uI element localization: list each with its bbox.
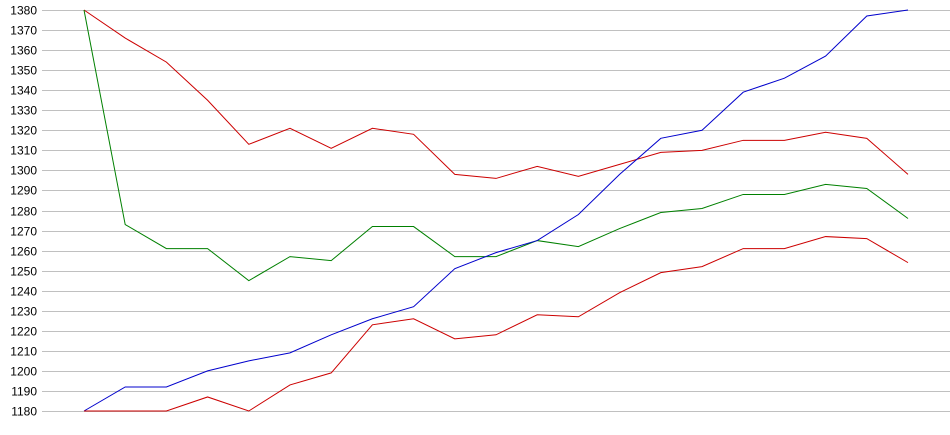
y-tick-label: 1180 <box>11 405 37 419</box>
y-axis-ticks: 1180 1190 1200 1210 1220 1230 1240 1250 1260 1270… <box>10 4 37 419</box>
y-tick-label: 1210 <box>10 345 37 359</box>
y-tick-label: 1240 <box>10 285 37 299</box>
y-tick-label: 1190 <box>11 385 37 399</box>
y-tick-label: 1290 <box>10 184 37 198</box>
y-tick-label: 1360 <box>10 44 37 58</box>
y-tick-label: 1330 <box>10 104 37 118</box>
y-tick-label: 1370 <box>10 24 37 38</box>
series-lines <box>83 9 909 412</box>
y-tick-label: 1250 <box>10 265 37 279</box>
series-line-4 <box>84 236 909 412</box>
gridlines <box>42 10 950 412</box>
y-tick-label: 1280 <box>10 205 37 219</box>
y-tick-label: 1220 <box>10 325 37 339</box>
y-tick-label: 1270 <box>10 225 37 239</box>
y-tick-label: 1320 <box>10 124 37 138</box>
y-tick-label: 1300 <box>10 164 37 178</box>
y-tick-label: 1230 <box>10 305 37 319</box>
series-line-1 <box>83 9 909 179</box>
y-tick-label: 1310 <box>10 144 37 158</box>
y-tick-label: 1260 <box>10 245 37 259</box>
y-tick-label: 1340 <box>10 84 37 98</box>
y-tick-label: 1380 <box>10 4 37 18</box>
y-tick-label: 1200 <box>10 365 37 379</box>
y-tick-label: 1350 <box>10 64 37 78</box>
